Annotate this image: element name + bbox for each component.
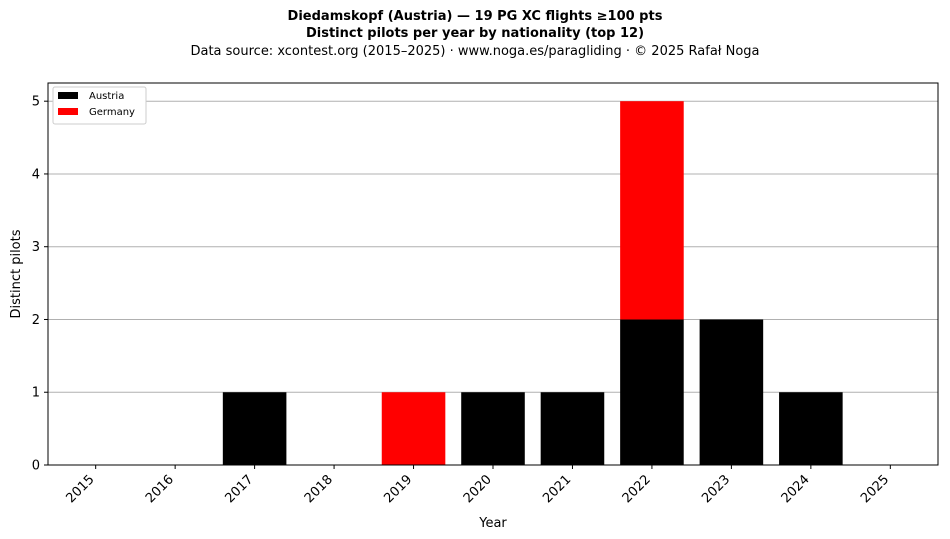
x-tick-label-2021: 2021: [540, 472, 574, 506]
x-tick-label-2023: 2023: [699, 472, 733, 506]
bar-2021-austria: [540, 392, 605, 465]
x-tick-label-2016: 2016: [143, 472, 177, 506]
legend-swatch-germany: [58, 108, 78, 115]
y-tick-label-3: 3: [32, 240, 40, 255]
legend-label-austria: Austria: [89, 91, 124, 102]
bar-2023-austria: [699, 319, 764, 465]
bar-2019-germany: [381, 392, 446, 465]
x-axis-label: Year: [478, 516, 507, 531]
legend-swatch-austria: [58, 92, 78, 99]
bar-2020-austria: [461, 392, 525, 465]
x-tick-label-2015: 2015: [63, 472, 97, 506]
bar-2022-germany: [620, 101, 684, 320]
bar-2017-austria: [222, 392, 287, 465]
y-tick-label-5: 5: [32, 95, 40, 110]
x-tick-label-2020: 2020: [461, 472, 495, 506]
bars: [222, 101, 843, 465]
bar-2024-austria: [779, 392, 843, 465]
x-tick-label-2022: 2022: [620, 472, 654, 506]
y-tick-label-4: 4: [32, 167, 40, 182]
x-tick-label-2017: 2017: [222, 472, 256, 506]
y-axis-label: Distinct pilots: [9, 229, 24, 318]
bar-2022-austria: [620, 319, 684, 465]
y-tick-label-2: 2: [32, 313, 40, 328]
x-tick-label-2018: 2018: [302, 472, 336, 506]
chart-source-line: Data source: xcontest.org (2015–2025) · …: [190, 44, 759, 59]
gridlines: [48, 100, 938, 393]
legend: Austria Germany: [52, 86, 147, 125]
y-tick-label-1: 1: [32, 386, 40, 401]
y-tick-label-0: 0: [32, 459, 40, 474]
x-tick-label-2019: 2019: [381, 472, 415, 506]
chart-title: Diedamskopf (Austria) — 19 PG XC flights…: [288, 9, 663, 24]
chart-subtitle: Distinct pilots per year by nationality …: [306, 26, 644, 41]
x-tick-label-2025: 2025: [858, 472, 892, 506]
legend-label-germany: Germany: [89, 107, 135, 118]
x-tick-label-2024: 2024: [779, 472, 813, 506]
